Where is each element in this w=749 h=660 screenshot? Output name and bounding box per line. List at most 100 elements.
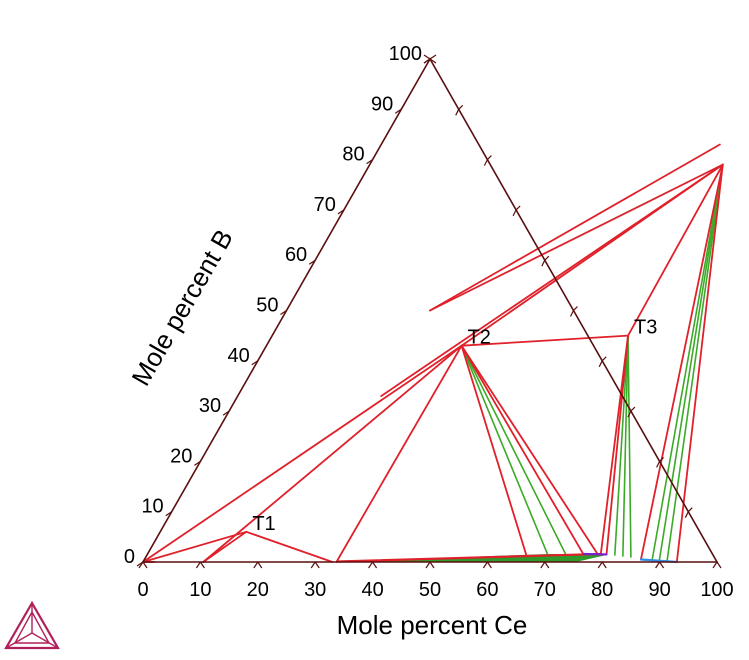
logo-line xyxy=(31,632,59,649)
right-tick xyxy=(458,104,464,110)
y-tick-label: 0 xyxy=(124,546,135,568)
x-tick xyxy=(659,561,665,569)
right-tick xyxy=(486,155,492,161)
x-tick xyxy=(655,561,661,569)
right-tick xyxy=(573,306,578,311)
x-tick xyxy=(257,561,263,569)
phase-boundary-line xyxy=(429,163,724,312)
phase-boundary-line xyxy=(675,163,724,563)
y-tick xyxy=(251,360,259,366)
phase-boundary-line xyxy=(245,530,334,563)
x-tick xyxy=(712,561,718,569)
y-tick-label: 90 xyxy=(371,93,393,115)
y-tick xyxy=(308,259,316,265)
y-axis-title: Mole percent B xyxy=(125,224,238,390)
y-tick xyxy=(136,561,144,567)
tick-layer: 00 10 10 20 20 30 30 40 40 50 50 60 60 70 70 80 80 90 90 10… xyxy=(124,43,734,601)
phase-boundary-line xyxy=(380,163,724,397)
x-tick xyxy=(425,561,431,569)
x-tick xyxy=(253,561,259,569)
right-tick xyxy=(659,456,665,462)
right-tick xyxy=(601,356,607,362)
x-tick xyxy=(199,561,205,569)
x-tick-label: 0 xyxy=(137,579,148,601)
y-tick xyxy=(165,511,173,517)
phase-label-t3: T3 xyxy=(634,317,657,339)
x-tick-label: 30 xyxy=(304,579,326,601)
x-tick xyxy=(372,561,378,569)
x-tick xyxy=(544,561,550,569)
phase-label-layer: T1 T2 T3 xyxy=(252,317,657,535)
x-tick-label: 60 xyxy=(476,579,498,601)
phase-boundary-line xyxy=(460,334,629,347)
right-tick xyxy=(598,360,603,368)
right-tick xyxy=(515,205,521,211)
x-tick-label: 100 xyxy=(700,579,733,601)
phase-boundary-line xyxy=(202,344,463,563)
x-tick xyxy=(597,561,603,569)
x-axis-title: Mole percent Ce xyxy=(337,610,528,640)
right-tick xyxy=(483,159,488,166)
tie-line-layer xyxy=(460,163,724,562)
right-tick xyxy=(684,511,689,518)
right-tick xyxy=(512,209,517,217)
right-tick xyxy=(627,410,632,418)
phase-boundary-line xyxy=(460,344,599,556)
y-tick-label: 20 xyxy=(170,445,192,467)
phase-boundary-line xyxy=(335,344,463,563)
tie-line xyxy=(622,334,629,557)
x-tick-label: 10 xyxy=(189,579,211,601)
x-tick xyxy=(716,561,722,569)
phase-boundary-line xyxy=(429,143,721,312)
phase-boundary-line xyxy=(605,334,629,556)
tie-line xyxy=(614,334,629,556)
logo-outer-triangle xyxy=(4,600,60,650)
y-tick-label: 60 xyxy=(285,244,307,266)
x-tick xyxy=(310,561,316,569)
bottom-phase-line xyxy=(582,552,608,556)
bottom-phase-line xyxy=(337,552,603,563)
y-tick xyxy=(337,209,345,215)
x-tick xyxy=(368,561,374,569)
apex-tick xyxy=(423,54,437,64)
thermo-calc-logo-icon xyxy=(4,600,60,650)
y-tick-label: 30 xyxy=(199,395,221,417)
y-tick-label: 100 xyxy=(389,43,422,65)
phase-boundary-line xyxy=(460,344,585,556)
x-tick-label: 50 xyxy=(419,579,441,601)
x-tick xyxy=(482,561,488,569)
y-tick-label: 80 xyxy=(342,144,364,166)
tie-line xyxy=(460,344,550,557)
x-tick-label: 20 xyxy=(247,579,269,601)
right-tick xyxy=(687,507,693,513)
tie-line xyxy=(651,163,724,561)
logo-line xyxy=(5,632,33,649)
x-tick xyxy=(195,561,201,569)
right-tick xyxy=(569,310,575,317)
tie-line xyxy=(460,344,567,556)
phase-boundary-line xyxy=(627,163,724,337)
y-tick xyxy=(222,410,230,416)
phase-boundary-line xyxy=(142,344,463,563)
phase-boundary-line xyxy=(142,530,248,563)
x-tick-label: 40 xyxy=(361,579,383,601)
y-tick-label: 50 xyxy=(256,295,278,317)
x-tick xyxy=(314,561,320,569)
phase-label-t2: T2 xyxy=(468,327,491,349)
x-tick xyxy=(142,561,148,569)
x-tick xyxy=(540,561,546,569)
y-tick-label: 10 xyxy=(141,496,163,518)
tie-line xyxy=(627,334,632,558)
logo-inner-triangle xyxy=(13,610,51,644)
tie-line xyxy=(658,163,724,562)
tie-line xyxy=(666,163,724,562)
y-tick-label: 70 xyxy=(314,194,336,216)
right-tick xyxy=(630,406,636,412)
phase-label-t1: T1 xyxy=(252,513,275,535)
x-tick-label: 90 xyxy=(648,579,670,601)
x-tick xyxy=(601,561,607,569)
x-tick xyxy=(429,561,435,569)
right-tick xyxy=(541,259,546,267)
phase-boundary-line xyxy=(460,344,528,556)
